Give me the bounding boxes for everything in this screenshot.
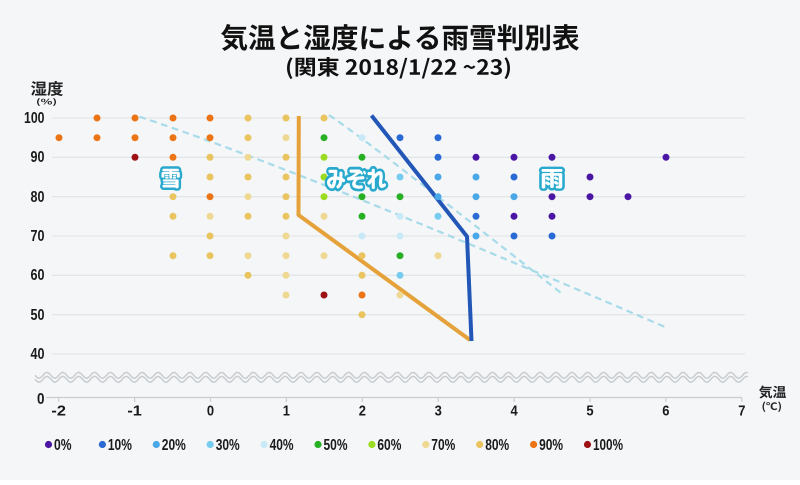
svg-text:3: 3 [435,403,442,420]
svg-text:20%: 20% [162,437,186,454]
svg-text:80: 80 [31,189,45,206]
svg-text:40: 40 [31,346,45,363]
svg-text:70%: 70% [431,437,455,454]
svg-text:7: 7 [738,403,745,420]
svg-text:90: 90 [31,149,45,166]
svg-text:0: 0 [37,391,45,408]
svg-text:0: 0 [207,403,214,420]
svg-text:80%: 80% [485,437,509,454]
svg-text:50: 50 [31,307,45,324]
svg-text:1: 1 [283,403,290,420]
svg-text:-2: -2 [51,403,66,420]
svg-text:40%: 40% [270,437,294,454]
svg-text:6: 6 [662,403,669,420]
svg-text:100: 100 [24,110,45,127]
svg-text:60: 60 [31,267,45,284]
svg-text:90%: 90% [539,437,563,454]
svg-text:60%: 60% [377,437,401,454]
svg-text:-1: -1 [127,403,142,420]
svg-text:30%: 30% [216,437,240,454]
svg-text:2: 2 [359,403,366,420]
svg-text:5: 5 [586,403,593,420]
svg-text:70: 70 [31,228,45,245]
svg-text:10%: 10% [108,437,132,454]
svg-text:100%: 100% [593,437,623,454]
svg-text:0%: 0% [54,437,72,454]
svg-text:4: 4 [511,403,519,420]
svg-text:50%: 50% [324,437,348,454]
